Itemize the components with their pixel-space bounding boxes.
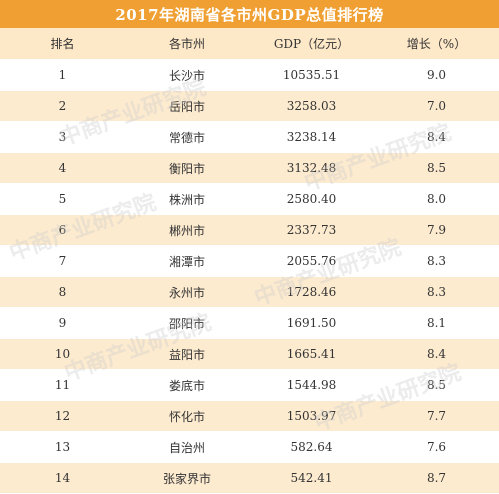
header-rank: 排名 (0, 28, 125, 60)
cell-city: 张家界市 (125, 462, 249, 494)
table-row: 11 娄底市 1544.98 8.5 (0, 369, 499, 401)
cell-rank: 3 (0, 121, 125, 153)
cell-city: 株洲市 (125, 183, 249, 215)
table-row: 8 永州市 1728.46 8.3 (0, 276, 499, 308)
cell-gdp: 1665.41 (249, 338, 374, 370)
cell-rank: 14 (0, 462, 125, 494)
cell-city: 永州市 (125, 276, 249, 308)
cell-rank: 11 (0, 369, 125, 401)
cell-gdp: 1503.97 (249, 400, 374, 432)
cell-growth: 8.5 (374, 152, 499, 184)
table-body: 1 长沙市 10535.51 9.0 2 岳阳市 3258.03 7.0 3 常德市 3238.14… (0, 59, 499, 494)
table-row: 2 岳阳市 3258.03 7.0 (0, 90, 499, 122)
table-row: 5 株洲市 2580.40 8.0 (0, 183, 499, 215)
cell-city: 娄底市 (125, 369, 249, 401)
cell-growth: 8.1 (374, 307, 499, 339)
table-row: 13 自治州 582.64 7.6 (0, 431, 499, 463)
cell-gdp: 10535.51 (249, 59, 374, 91)
cell-growth: 7.6 (374, 431, 499, 463)
table-row: 9 邵阳市 1691.50 8.1 (0, 307, 499, 339)
cell-gdp: 2055.76 (249, 245, 374, 277)
cell-growth: 8.3 (374, 276, 499, 308)
cell-city: 岳阳市 (125, 90, 249, 122)
cell-rank: 9 (0, 307, 125, 339)
cell-gdp: 582.64 (249, 431, 374, 463)
cell-growth: 9.0 (374, 59, 499, 91)
cell-growth: 8.4 (374, 121, 499, 153)
table-row: 10 益阳市 1665.41 8.4 (0, 338, 499, 370)
cell-city: 郴州市 (125, 214, 249, 246)
cell-growth: 8.0 (374, 183, 499, 215)
cell-city: 自治州 (125, 431, 249, 463)
cell-growth: 7.7 (374, 400, 499, 432)
header-city: 各市州 (125, 28, 249, 60)
table-row: 12 怀化市 1503.97 7.7 (0, 400, 499, 432)
table-header-row: 排名 各市州 GDP（亿元） 增长（%） (0, 28, 499, 60)
cell-city: 衡阳市 (125, 152, 249, 184)
table-row: 3 常德市 3238.14 8.4 (0, 121, 499, 153)
cell-city: 长沙市 (125, 59, 249, 91)
cell-rank: 7 (0, 245, 125, 277)
cell-growth: 8.7 (374, 462, 499, 494)
header-growth: 增长（%） (374, 28, 499, 60)
cell-growth: 7.0 (374, 90, 499, 122)
cell-rank: 2 (0, 90, 125, 122)
cell-gdp: 1691.50 (249, 307, 374, 339)
table-row: 4 衡阳市 3132.48 8.5 (0, 152, 499, 184)
cell-rank: 6 (0, 214, 125, 246)
gdp-table: 排名 各市州 GDP（亿元） 增长（%） 1 长沙市 10535.51 9.0 2 岳阳市… (0, 28, 499, 494)
cell-growth: 8.5 (374, 369, 499, 401)
cell-gdp: 2337.73 (249, 214, 374, 246)
cell-rank: 4 (0, 152, 125, 184)
cell-growth: 8.4 (374, 338, 499, 370)
cell-gdp: 3132.48 (249, 152, 374, 184)
cell-gdp: 1544.98 (249, 369, 374, 401)
cell-gdp: 1728.46 (249, 276, 374, 308)
table-row: 1 长沙市 10535.51 9.0 (0, 59, 499, 91)
cell-rank: 5 (0, 183, 125, 215)
cell-growth: 7.9 (374, 214, 499, 246)
cell-growth: 8.3 (374, 245, 499, 277)
cell-rank: 8 (0, 276, 125, 308)
cell-gdp: 542.41 (249, 462, 374, 494)
table-row: 7 湘潭市 2055.76 8.3 (0, 245, 499, 277)
cell-rank: 10 (0, 338, 125, 370)
cell-gdp: 3238.14 (249, 121, 374, 153)
cell-city: 邵阳市 (125, 307, 249, 339)
table-row: 6 郴州市 2337.73 7.9 (0, 214, 499, 246)
cell-city: 怀化市 (125, 400, 249, 432)
cell-gdp: 3258.03 (249, 90, 374, 122)
header-gdp: GDP（亿元） (249, 28, 374, 60)
cell-city: 湘潭市 (125, 245, 249, 277)
cell-city: 常德市 (125, 121, 249, 153)
cell-city: 益阳市 (125, 338, 249, 370)
cell-rank: 13 (0, 431, 125, 463)
cell-rank: 12 (0, 400, 125, 432)
table-row: 14 张家界市 542.41 8.7 (0, 462, 499, 494)
cell-gdp: 2580.40 (249, 183, 374, 215)
cell-rank: 1 (0, 59, 125, 91)
chart-title: 2017年湖南省各市州GDP总值排行榜 (0, 0, 499, 28)
